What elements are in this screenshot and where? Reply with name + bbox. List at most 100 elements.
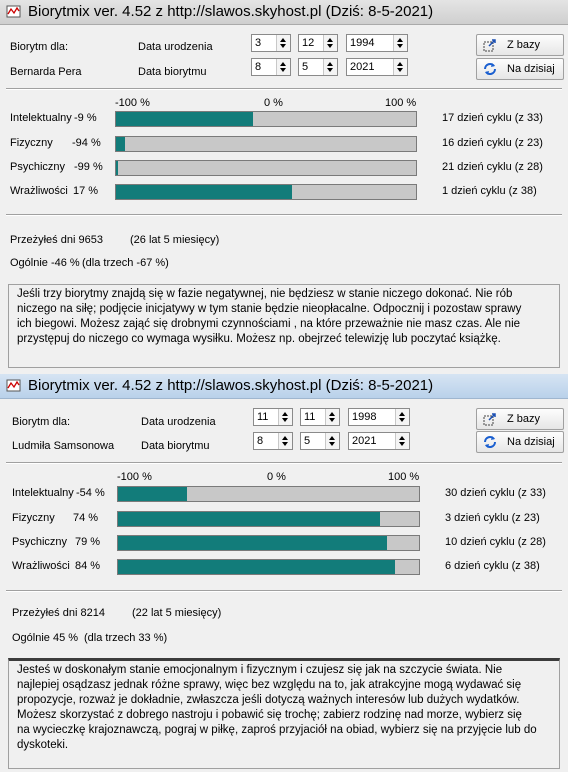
cycle-wrazliwosci: 1 dzień cyklu (z 38) xyxy=(442,185,537,197)
bio-day-spinner[interactable]: 8 xyxy=(253,432,293,450)
cycle-wrazliwosci: 6 dzień cyklu (z 38) xyxy=(445,560,540,572)
overall: Ogólnie 45 % xyxy=(12,632,79,644)
birth-date-label: Data urodzenia xyxy=(138,41,213,53)
spin-arrows-icon[interactable] xyxy=(393,59,407,75)
lived-days: Przeżyłeś dni 9653 xyxy=(10,234,103,246)
birth-month-spinner[interactable]: 11 xyxy=(300,408,340,426)
bar-wrazliwosci xyxy=(117,559,420,575)
row-name-psychiczny: Psychiczny xyxy=(12,536,68,548)
bar-wrazliwosci xyxy=(115,184,417,200)
person-name: Bernarda Pera xyxy=(10,66,82,78)
separator xyxy=(6,590,562,592)
cycle-fizyczny: 16 dzień cyklu (z 23) xyxy=(442,137,543,149)
lived-years: (22 lat 5 miesięcy) xyxy=(132,607,222,619)
interpretation-box: Jesteś w doskonałym stanie emocjonalnym … xyxy=(8,658,560,769)
spin-arrows-icon[interactable] xyxy=(278,433,292,449)
spin-arrows-icon[interactable] xyxy=(325,409,339,425)
row-pct-intelektualny: -9 % xyxy=(74,112,97,124)
biorytmix-window-2: Biorytmix ver. 4.52 z http://slawos.skyh… xyxy=(0,374,568,772)
na-dzisiaj-button[interactable]: Na dzisiaj xyxy=(476,58,564,80)
lived-years: (26 lat 5 miesięcy) xyxy=(130,234,220,246)
birth-date-label: Data urodzenia xyxy=(141,416,216,428)
separator xyxy=(6,462,562,464)
separator xyxy=(6,88,562,90)
bio-year-spinner[interactable]: 2021 xyxy=(348,432,410,450)
row-pct-psychiczny: -99 % xyxy=(74,161,103,173)
bar-psychiczny xyxy=(117,535,420,551)
row-name-wrazliwosci: Wrażliwości xyxy=(12,560,70,572)
spin-arrows-icon[interactable] xyxy=(395,433,409,449)
z-bazy-button[interactable]: Z bazy xyxy=(476,34,564,56)
bar-fill xyxy=(116,137,125,151)
row-pct-intelektualny: -54 % xyxy=(76,487,105,499)
interpretation-box: Jeśli trzy biorytmy znajdą się w fazie n… xyxy=(8,284,560,368)
cycle-intelektualny: 30 dzień cyklu (z 33) xyxy=(445,487,546,499)
scale-max: 100 % xyxy=(388,471,420,483)
row-name-fizyczny: Fizyczny xyxy=(12,512,55,524)
bio-year-spinner[interactable]: 2021 xyxy=(346,58,408,76)
birth-year-spinner[interactable]: 1994 xyxy=(346,34,408,52)
refresh-icon xyxy=(484,436,496,448)
row-name-wrazliwosci: Wrażliwości xyxy=(10,185,68,197)
scale-min: -100 % xyxy=(117,471,152,483)
birth-day-spinner[interactable]: 3 xyxy=(251,34,291,52)
row-name-fizyczny: Fizyczny xyxy=(10,137,53,149)
biorytm-dla-label: Biorytm dla: xyxy=(12,416,71,428)
spin-arrows-icon[interactable] xyxy=(393,35,407,51)
bar-psychiczny xyxy=(115,160,417,176)
interpretation-text: Jesteś w doskonałym stanie emocjonalnym … xyxy=(17,664,537,751)
cycle-intelektualny: 17 dzień cyklu (z 33) xyxy=(442,112,543,124)
bar-fizyczny xyxy=(117,511,420,527)
row-pct-psychiczny: 79 % xyxy=(75,536,101,548)
scale-min: -100 % xyxy=(115,97,150,109)
row-pct-fizyczny: -94 % xyxy=(72,137,101,149)
bar-fill xyxy=(118,487,188,501)
spin-arrows-icon[interactable] xyxy=(276,35,290,51)
bio-month-spinner[interactable]: 5 xyxy=(298,58,338,76)
bio-month-spinner[interactable]: 5 xyxy=(300,432,340,450)
row-name-psychiczny: Psychiczny xyxy=(10,161,66,173)
overall: Ogólnie -46 % xyxy=(10,257,80,269)
z-bazy-button[interactable]: Z bazy xyxy=(476,408,564,430)
scale-mid: 0 % xyxy=(264,97,283,109)
lived-days: Przeżyłeś dni 8214 xyxy=(12,607,105,619)
row-pct-wrazliwosci: 84 % xyxy=(75,560,101,572)
biorytmix-window-1: Biorytmix ver. 4.52 z http://slawos.skyh… xyxy=(0,0,568,372)
separator xyxy=(6,214,562,216)
spin-arrows-icon[interactable] xyxy=(395,409,409,425)
row-pct-fizyczny: 74 % xyxy=(73,512,99,524)
birth-day-spinner[interactable]: 11 xyxy=(253,408,293,426)
app-icon xyxy=(6,5,21,18)
title-bar: Biorytmix ver. 4.52 z http://slawos.skyh… xyxy=(0,0,568,25)
bar-intelektualny xyxy=(117,486,420,502)
cycle-psychiczny: 21 dzień cyklu (z 28) xyxy=(442,161,543,173)
bar-fill xyxy=(118,560,395,574)
bar-fill xyxy=(116,112,253,126)
refresh-icon xyxy=(484,63,496,75)
row-pct-wrazliwosci: 17 % xyxy=(73,185,99,197)
row-name-intelektualny: Intelektualny xyxy=(10,112,72,124)
cycle-fizyczny: 3 dzień cyklu (z 23) xyxy=(445,512,540,524)
bio-day-spinner[interactable]: 8 xyxy=(251,58,291,76)
app-icon xyxy=(6,379,21,392)
interpretation-text: Jeśli trzy biorytmy znajdą się w fazie n… xyxy=(17,288,522,345)
spin-arrows-icon[interactable] xyxy=(325,433,339,449)
spin-arrows-icon[interactable] xyxy=(323,35,337,51)
na-dzisiaj-button[interactable]: Na dzisiaj xyxy=(476,431,564,453)
spin-arrows-icon[interactable] xyxy=(323,59,337,75)
bar-fill xyxy=(118,512,380,526)
database-import-icon xyxy=(483,39,496,52)
title-bar: Biorytmix ver. 4.52 z http://slawos.skyh… xyxy=(0,374,568,399)
spin-arrows-icon[interactable] xyxy=(278,409,292,425)
overall-three: (dla trzech -67 %) xyxy=(82,257,169,269)
bar-fill xyxy=(116,185,292,199)
spin-arrows-icon[interactable] xyxy=(276,59,290,75)
birth-month-spinner[interactable]: 12 xyxy=(298,34,338,52)
birth-year-spinner[interactable]: 1998 xyxy=(348,408,410,426)
biorytm-dla-label: Biorytm dla: xyxy=(10,41,69,53)
row-name-intelektualny: Intelektualny xyxy=(12,487,74,499)
bio-date-label: Data biorytmu xyxy=(138,66,207,78)
bar-fill xyxy=(116,161,118,175)
bio-date-label: Data biorytmu xyxy=(141,440,210,452)
overall-three: (dla trzech 33 %) xyxy=(84,632,168,644)
